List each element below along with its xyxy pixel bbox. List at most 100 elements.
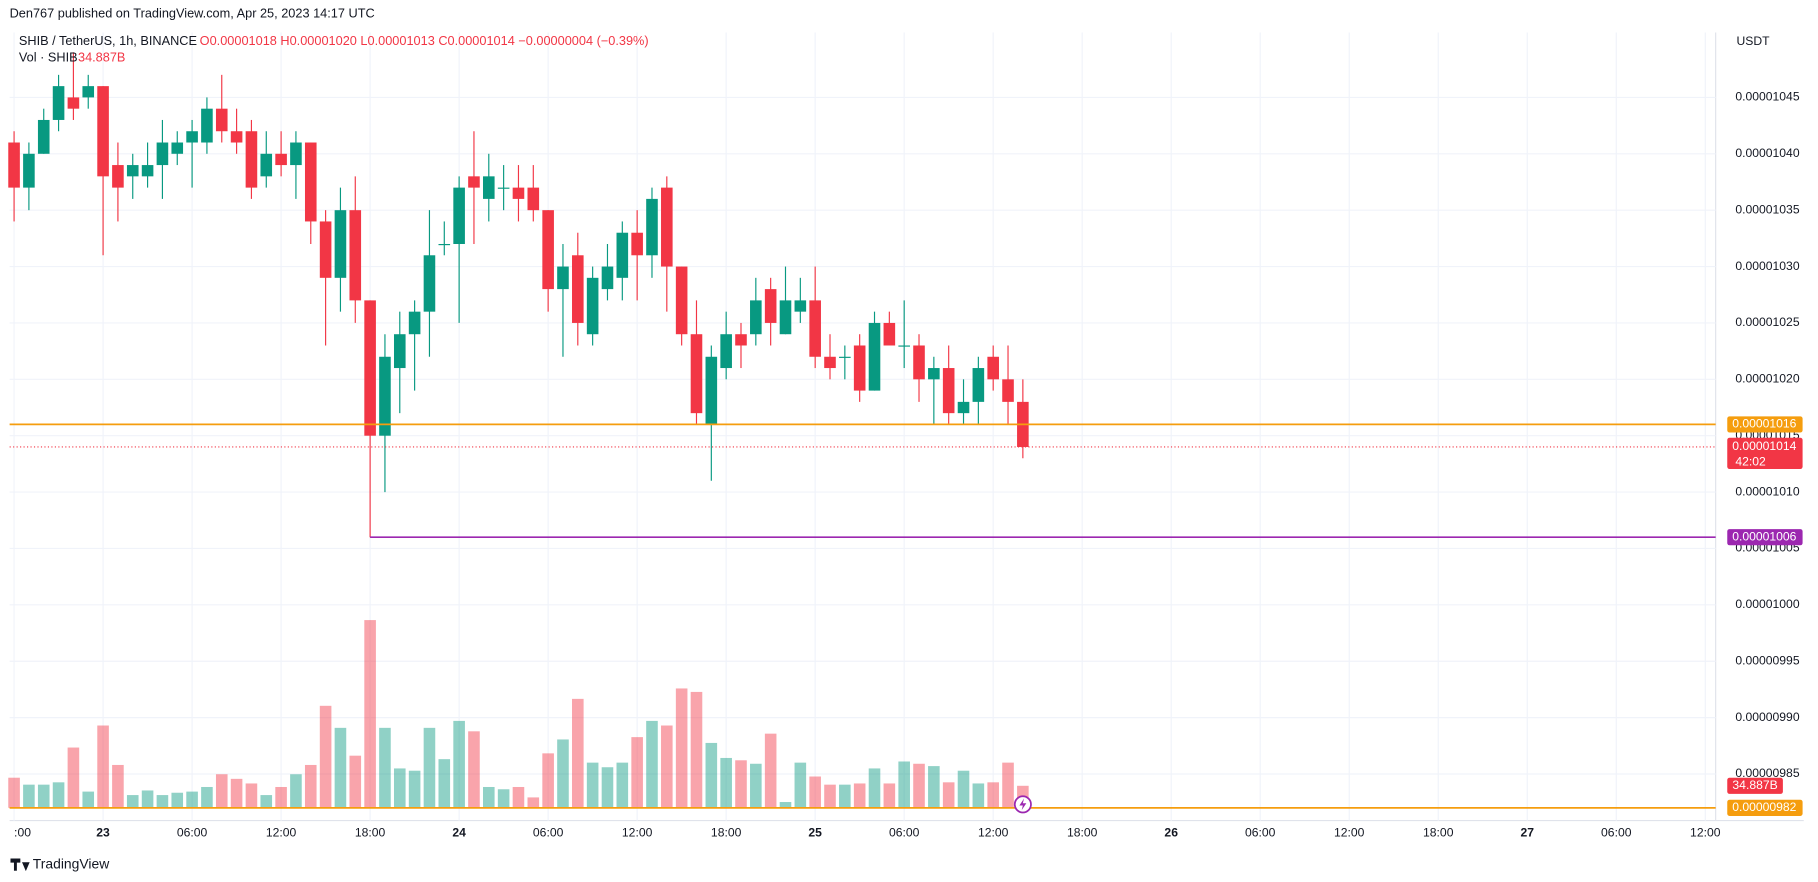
volume-bar <box>334 727 347 808</box>
volume-bar <box>616 762 629 808</box>
candle-body <box>928 368 940 380</box>
y-tick-label: 0.00000990 <box>1735 710 1799 724</box>
candle-body <box>438 244 451 246</box>
volume-bar <box>705 742 718 808</box>
volume-bar <box>542 753 554 808</box>
volume-bar <box>779 802 792 808</box>
candle-body <box>275 153 287 166</box>
candle-body <box>883 322 896 346</box>
logo-icon <box>10 858 30 872</box>
volume-bar <box>67 747 80 808</box>
volume-bar <box>230 778 243 808</box>
candle-body <box>468 176 480 188</box>
volume-bar <box>898 761 910 808</box>
candle-body <box>334 210 347 278</box>
volume-bar <box>408 770 421 808</box>
volume-bar <box>601 767 614 808</box>
x-tick-label: 12:00 <box>1690 826 1721 840</box>
candle-body <box>913 345 925 380</box>
volume-bar <box>319 705 332 808</box>
volume-bar <box>557 739 569 808</box>
countdown: 42:02 <box>1735 454 1766 468</box>
volume-bar <box>735 760 747 808</box>
y-tick-label: 0.00001025 <box>1735 315 1799 329</box>
candle-body <box>779 300 792 335</box>
candle-body <box>319 221 332 278</box>
volume-bar <box>423 727 436 808</box>
volume-bar <box>957 770 970 808</box>
level-label: 0.00000982 <box>1732 800 1796 814</box>
candle-body <box>572 255 584 323</box>
candle-body <box>1002 379 1014 402</box>
volume-bar <box>290 774 302 808</box>
candle-body <box>809 300 821 357</box>
candle-body <box>8 142 20 188</box>
candle-body <box>690 334 703 414</box>
candle-body <box>393 334 406 369</box>
candle-body <box>601 266 614 290</box>
x-tick-label: 18:00 <box>711 826 742 840</box>
candle-body <box>557 266 569 290</box>
candle-body <box>379 356 391 436</box>
x-tick-label: 06:00 <box>1245 826 1276 840</box>
y-tick-label: 0.00001020 <box>1735 372 1799 386</box>
candle-body <box>957 401 970 414</box>
volume-bar <box>764 733 777 808</box>
volume-bar <box>482 786 495 808</box>
volume-bar <box>393 768 406 808</box>
candle-body <box>453 187 465 245</box>
candle-body <box>215 108 228 132</box>
volume-bar <box>883 783 896 808</box>
volume-bar <box>201 786 213 808</box>
candle-body <box>290 142 302 166</box>
volume-bar <box>171 792 184 808</box>
candle-body <box>349 210 362 301</box>
candle-body <box>764 289 777 323</box>
volume-bar <box>631 737 643 808</box>
candle-body <box>82 86 95 98</box>
last-price-box <box>1727 437 1803 470</box>
volume-bar <box>972 783 985 808</box>
x-tick-label: 06:00 <box>1601 826 1632 840</box>
x-tick-label: 12:00 <box>1334 826 1365 840</box>
last-price-label: 0.00001014 <box>1732 439 1796 453</box>
candle-body <box>705 356 718 425</box>
volume-bar <box>572 698 584 808</box>
volume-bar <box>37 784 50 808</box>
y-tick-label: 0.00001030 <box>1735 259 1799 273</box>
candle-body <box>260 153 273 177</box>
grid <box>9 32 1716 821</box>
candle-body <box>141 165 154 177</box>
y-tick-label: 0.00001035 <box>1735 202 1799 216</box>
volume-bar <box>794 762 807 808</box>
y-tick-label: 0.00001045 <box>1735 90 1799 104</box>
volume-bar <box>497 789 510 808</box>
candle-body <box>661 187 673 267</box>
x-tick-label: 25 <box>808 826 822 840</box>
candle-body <box>839 356 851 358</box>
x-tick-label: 27 <box>1520 826 1534 840</box>
candle-body <box>527 187 540 211</box>
candle-body <box>824 356 836 369</box>
candle-body <box>868 322 881 391</box>
volume-bar <box>512 786 525 808</box>
x-tick-label: 23 <box>96 826 110 840</box>
x-tick-label: 24 <box>452 826 466 840</box>
y-tick-label: 0.00000985 <box>1735 766 1799 780</box>
currency: USDT <box>1737 34 1771 48</box>
volume-label-box <box>1727 777 1783 794</box>
level-label: 0.00001016 <box>1732 417 1796 431</box>
volume-bar <box>690 691 703 808</box>
level-label-box <box>1727 799 1803 816</box>
volume-bar <box>126 795 139 808</box>
volume-bar <box>97 725 109 808</box>
volume-bar <box>260 795 273 808</box>
volume-bar <box>720 757 732 808</box>
volume-bar <box>186 791 198 808</box>
volume-bar <box>942 782 955 808</box>
candle-body <box>586 277 599 335</box>
footer: TradingView <box>33 855 110 871</box>
